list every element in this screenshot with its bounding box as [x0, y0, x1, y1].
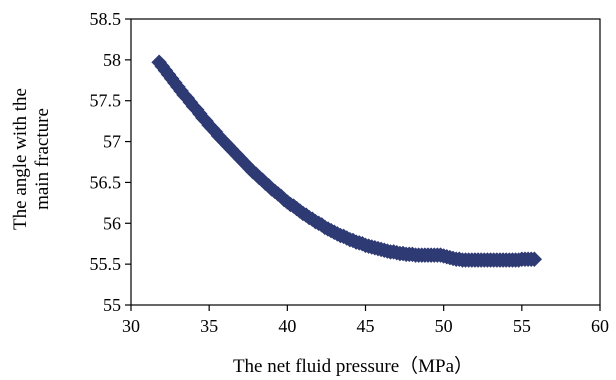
y-tick-label: 57: [103, 132, 121, 152]
y-tick-label: 56.5: [90, 172, 122, 192]
y-tick-label: 55.5: [90, 254, 122, 274]
data-point: [526, 251, 543, 268]
x-tick-label: 30: [122, 316, 140, 336]
x-tick-label: 45: [357, 316, 375, 336]
y-axis-title-line-2: main fracture: [32, 108, 53, 210]
y-tick-label: 57.5: [90, 91, 122, 111]
x-tick-label: 60: [591, 316, 609, 336]
y-tick-label: 56: [103, 213, 121, 233]
y-tick-label: 55: [103, 295, 121, 315]
x-axis-title: The net fluid pressure（MPa）: [233, 355, 473, 377]
y-axis: 55 55.5 56 56.5 57 57.5 58 58.5: [90, 9, 131, 315]
data-series: [151, 54, 543, 268]
y-axis-title-line-1: The angle with the: [10, 88, 31, 230]
x-tick-label: 40: [278, 316, 296, 336]
y-tick-label: 58: [103, 50, 121, 70]
x-tick-label: 35: [200, 316, 218, 336]
x-axis: 30 35 40 45 50 55 60: [122, 305, 609, 336]
x-tick-label: 50: [435, 316, 453, 336]
y-tick-label: 58.5: [90, 9, 122, 29]
x-tick-label: 55: [513, 316, 531, 336]
